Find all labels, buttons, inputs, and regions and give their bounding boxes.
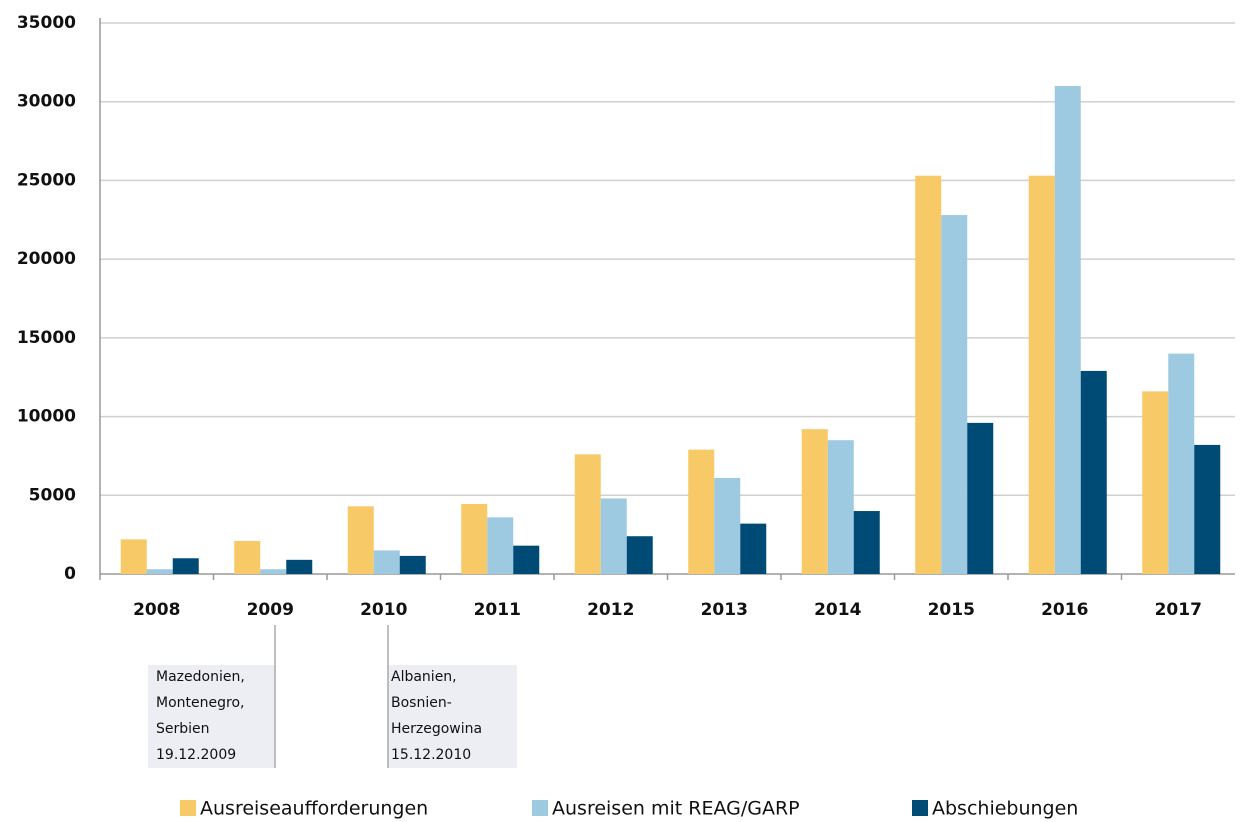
x-tick-label: 2008 [133, 600, 180, 620]
bar [740, 523, 767, 574]
bar [967, 422, 994, 574]
bar [513, 545, 540, 574]
bar [574, 454, 601, 574]
bar [941, 215, 968, 574]
y-tick-label: 10000 [17, 407, 76, 427]
bar [1168, 353, 1195, 574]
bar [853, 511, 880, 574]
x-tick-label: 2015 [928, 600, 975, 620]
bar [373, 550, 400, 574]
annotation-text: 15.12.2010 [391, 747, 471, 763]
annotation-text: Serbien [156, 721, 210, 737]
annotation-text: 19.12.2009 [156, 747, 236, 763]
x-tick-label: 2009 [247, 600, 294, 620]
bar [915, 175, 942, 574]
bar [146, 569, 173, 574]
legend-label: Ausreisen mit REAG/GARP [552, 798, 800, 820]
x-tick-label: 2016 [1041, 600, 1088, 620]
bar [487, 517, 514, 574]
bar [1054, 85, 1081, 574]
bar [1080, 370, 1107, 574]
x-tick-label: 2017 [1155, 600, 1202, 620]
legend-swatch [912, 800, 928, 816]
bar [461, 503, 488, 574]
y-tick-label: 5000 [29, 485, 76, 505]
bar [286, 559, 313, 574]
legend-label: Ausreiseaufforderungen [200, 798, 428, 820]
annotation-box [388, 665, 517, 768]
bar [1194, 444, 1221, 574]
x-tick-label: 2014 [814, 600, 861, 620]
bar [801, 429, 828, 574]
bar [714, 477, 741, 574]
y-tick-label: 0 [64, 564, 76, 584]
annotation-text: Herzegowina [391, 721, 482, 737]
x-tick-label: 2011 [474, 600, 521, 620]
bar [399, 555, 426, 574]
annotation-text: Bosnien- [391, 695, 452, 711]
annotation-text: Albanien, [391, 669, 457, 685]
bar [827, 440, 854, 574]
bar [626, 536, 653, 574]
bar [347, 506, 374, 574]
bar [172, 558, 199, 574]
x-tick-label: 2012 [587, 600, 634, 620]
y-tick-label: 35000 [17, 13, 76, 33]
bar [1028, 175, 1055, 574]
annotation-box [148, 665, 275, 768]
x-tick-label: 2013 [701, 600, 748, 620]
bar [600, 498, 627, 574]
bar [260, 569, 287, 574]
legend-swatch [180, 800, 196, 816]
bar [688, 449, 715, 574]
x-tick-label: 2010 [360, 600, 407, 620]
y-tick-label: 30000 [17, 92, 76, 112]
bar [1142, 391, 1169, 574]
y-tick-label: 15000 [17, 328, 76, 348]
bar [120, 539, 147, 574]
bar [234, 540, 261, 574]
annotation-text: Montenegro, [156, 695, 244, 711]
y-tick-label: 20000 [17, 249, 76, 269]
legend-swatch [532, 800, 548, 816]
annotation-text: Mazedonien, [156, 669, 245, 685]
y-tick-label: 25000 [17, 170, 76, 190]
legend-label: Abschiebungen [932, 798, 1078, 820]
